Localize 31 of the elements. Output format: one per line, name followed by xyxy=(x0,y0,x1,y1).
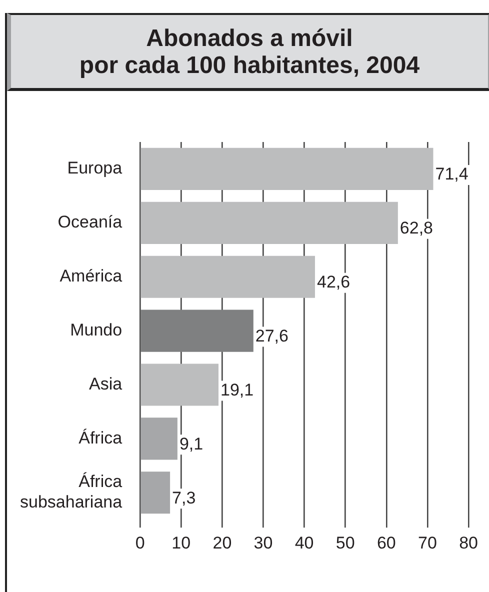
data-label: 19,1 xyxy=(220,380,254,400)
y-tick-label: América xyxy=(60,266,123,286)
data-label: 27,6 xyxy=(255,326,288,346)
x-tick-label: 10 xyxy=(172,533,191,552)
bar xyxy=(140,310,254,352)
bar xyxy=(140,256,315,298)
data-label: 7,3 xyxy=(172,488,196,508)
bar xyxy=(140,202,398,244)
data-label: 62,8 xyxy=(400,218,434,238)
x-tick-label: 50 xyxy=(336,533,355,552)
bar xyxy=(140,472,170,514)
bar xyxy=(140,418,178,460)
y-tick-label: Asia xyxy=(88,374,123,394)
data-label: 9,1 xyxy=(179,434,204,454)
x-tick-label: 20 xyxy=(212,533,232,552)
bar xyxy=(140,148,434,190)
x-tick-label: 70 xyxy=(418,533,437,552)
y-tick-label: Oceanía xyxy=(58,212,123,232)
y-tick-label: Mundo xyxy=(70,320,122,340)
x-tick-label: 0 xyxy=(135,533,145,552)
x-tick-label: 60 xyxy=(376,533,396,552)
data-label: 71,4 xyxy=(435,164,468,184)
y-tick-label: África xyxy=(78,428,123,448)
x-tick-label: 80 xyxy=(459,533,478,552)
x-tick-label: 30 xyxy=(254,533,273,552)
data-label: 42,6 xyxy=(316,272,350,292)
x-tick-label: 40 xyxy=(294,533,314,552)
chart-title: Abonados a móvil por cada 100 habitantes, 2004 xyxy=(7,13,489,91)
y-tick-label: Europa xyxy=(67,158,123,178)
bar xyxy=(140,364,218,406)
y-tick-label: África subsahariana xyxy=(20,472,123,512)
